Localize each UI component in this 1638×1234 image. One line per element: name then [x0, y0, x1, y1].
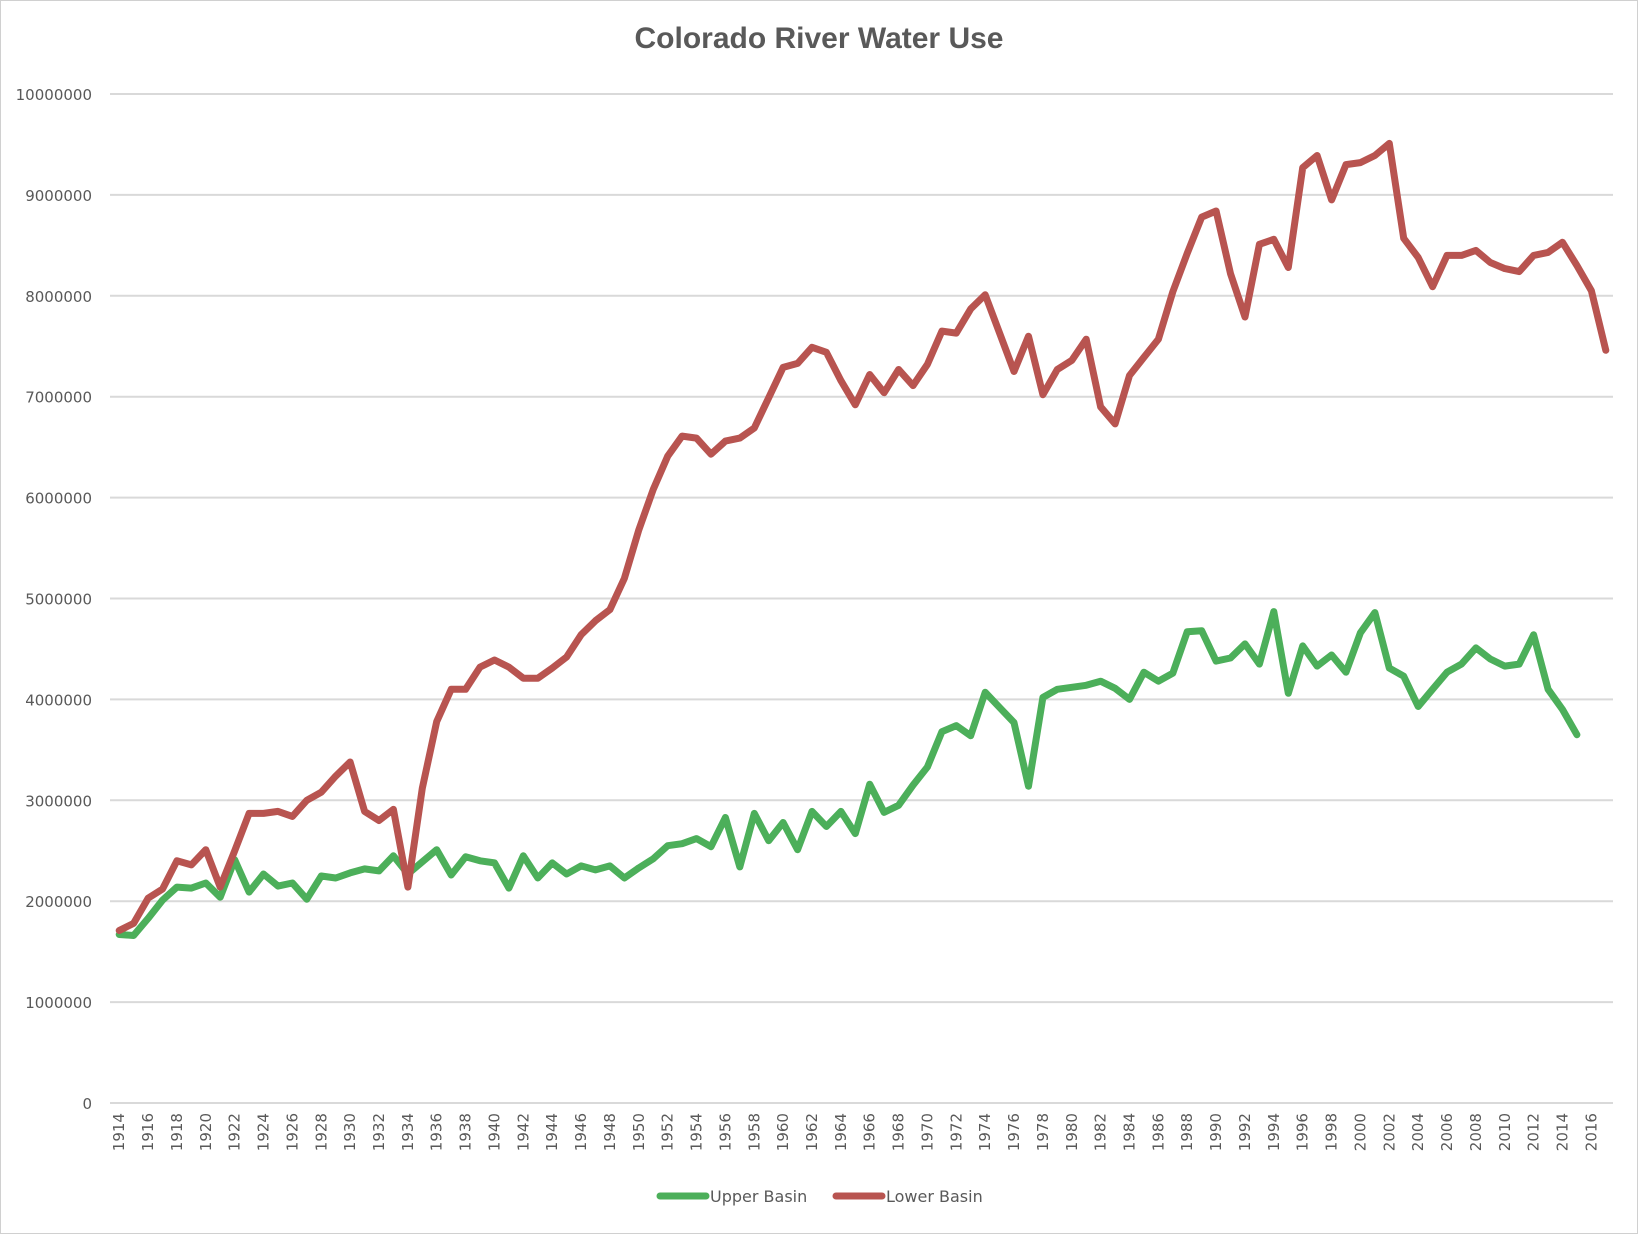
x-tick-label: 1960: [774, 1113, 792, 1151]
x-tick-label: 1974: [976, 1113, 994, 1151]
x-tick-label: 1946: [572, 1113, 590, 1151]
x-tick-label: 1990: [1207, 1113, 1225, 1151]
y-axis-tick-labels: 0 1000000 2000000 3000000 4000000 5000000 6000…: [16, 86, 92, 1113]
y-tick-label: 4000000: [25, 691, 92, 709]
x-tick-label: 1984: [1121, 1113, 1139, 1151]
x-tick-label: 1920: [197, 1113, 215, 1151]
x-tick-label: 1970: [918, 1113, 936, 1151]
x-tick-label: 1962: [803, 1113, 821, 1151]
y-tick-label: 7000000: [25, 389, 92, 407]
x-tick-label: 1944: [543, 1113, 561, 1151]
x-tick-label: 2010: [1496, 1113, 1514, 1151]
x-tick-label: 1938: [457, 1113, 475, 1151]
x-tick-label: 2006: [1438, 1113, 1456, 1151]
chart-title: Colorado River Water Use: [635, 22, 1004, 55]
x-tick-label: 1976: [1005, 1113, 1023, 1151]
x-tick-label: 1994: [1265, 1113, 1283, 1151]
x-tick-label: 1948: [601, 1113, 619, 1151]
x-tick-label: 1958: [745, 1113, 763, 1151]
x-tick-label: 2008: [1467, 1113, 1485, 1151]
y-tick-label: 9000000: [25, 187, 92, 205]
legend-item-lower-basin: Lower Basin: [832, 1187, 983, 1206]
y-tick-label: 0: [82, 1095, 92, 1113]
y-tick-label: 10000000: [16, 86, 92, 104]
series-line-lower-basin: [115, 139, 1610, 934]
x-tick-label: 1992: [1236, 1113, 1254, 1151]
x-tick-label: 1950: [630, 1113, 648, 1151]
x-tick-label: 1988: [1178, 1113, 1196, 1151]
y-tick-label: 6000000: [25, 490, 92, 508]
x-tick-label: 1924: [255, 1113, 273, 1151]
legend: Upper Basin Lower Basin: [656, 1187, 983, 1206]
legend-item-upper-basin: Upper Basin: [656, 1187, 807, 1206]
x-tick-label: 2000: [1351, 1113, 1369, 1151]
x-tick-label: 1934: [399, 1113, 417, 1151]
y-tick-label: 1000000: [25, 994, 92, 1012]
x-tick-label: 1956: [716, 1113, 734, 1151]
x-tick-label: 1926: [283, 1113, 301, 1151]
gridlines: [110, 93, 1613, 1104]
series-line-upper-basin: [115, 608, 1581, 939]
x-tick-label: 1972: [947, 1113, 965, 1151]
y-tick-label: 5000000: [25, 591, 92, 609]
x-tick-label: 1982: [1092, 1113, 1110, 1151]
x-tick-label: 1928: [312, 1113, 330, 1151]
series-lines: [115, 139, 1610, 939]
x-tick-label: 1940: [485, 1113, 503, 1151]
x-tick-label: 1914: [110, 1113, 128, 1151]
x-tick-label: 1964: [832, 1113, 850, 1151]
x-tick-label: 1932: [370, 1113, 388, 1151]
x-tick-label: 1918: [168, 1113, 186, 1151]
legend-label: Upper Basin: [710, 1187, 807, 1206]
x-tick-label: 1980: [1063, 1113, 1081, 1151]
x-tick-label: 1968: [890, 1113, 908, 1151]
x-tick-label: 1978: [1034, 1113, 1052, 1151]
x-tick-label: 1952: [659, 1113, 677, 1151]
x-tick-label: 1996: [1294, 1113, 1312, 1151]
x-tick-label: 1998: [1323, 1113, 1341, 1151]
x-tick-label: 1954: [688, 1113, 706, 1151]
x-axis-tick-labels: 1914 1916 1918 1920 1922 1924 1926 1928 1930 1932…: [110, 1113, 1600, 1151]
x-tick-label: 1936: [428, 1113, 446, 1151]
x-tick-label: 2004: [1409, 1113, 1427, 1151]
y-tick-label: 3000000: [25, 792, 92, 810]
y-tick-label: 2000000: [25, 893, 92, 911]
x-tick-label: 1966: [861, 1113, 879, 1151]
x-tick-label: 2016: [1582, 1113, 1600, 1151]
x-tick-label: 1922: [226, 1113, 244, 1151]
x-tick-label: 1986: [1149, 1113, 1167, 1151]
x-tick-label: 1942: [514, 1113, 532, 1151]
legend-label: Lower Basin: [886, 1187, 983, 1206]
x-tick-label: 2014: [1553, 1113, 1571, 1151]
x-tick-label: 2002: [1380, 1113, 1398, 1151]
x-tick-label: 1916: [139, 1113, 157, 1151]
y-tick-label: 8000000: [25, 288, 92, 306]
x-tick-label: 1930: [341, 1113, 359, 1151]
x-tick-label: 2012: [1525, 1113, 1543, 1151]
